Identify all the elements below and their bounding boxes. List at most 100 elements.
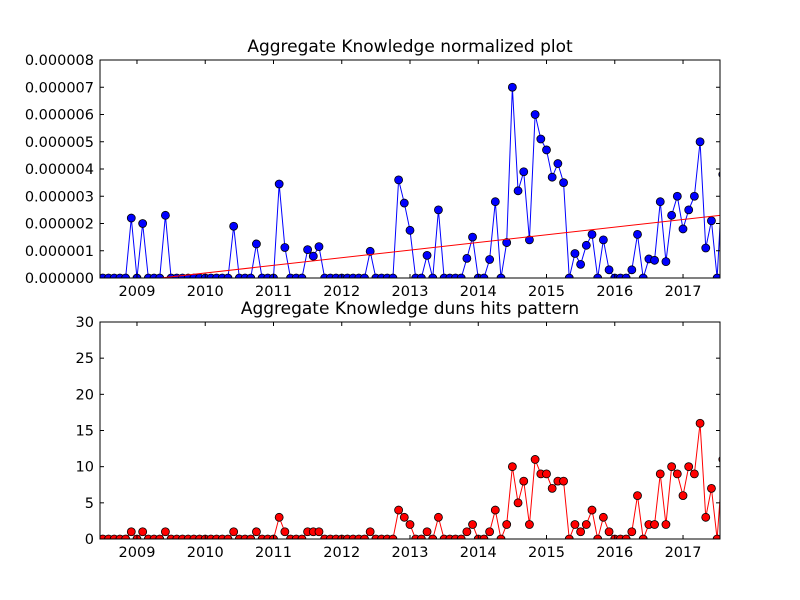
bottom-data-point [399,512,409,522]
top-data-point [695,137,705,147]
bottom-data-point [468,520,477,529]
top-x-tick-label: 2015 [528,284,565,300]
top-chart-title: Aggregate Knowledge normalized plot [247,37,573,57]
top-data-point [121,273,130,278]
top-data-point [707,216,716,226]
bottom-x-tick-label: 2017 [665,545,702,561]
bottom-data-point [462,527,472,537]
bottom-data-point [416,534,426,539]
top-data-point [689,191,699,201]
top-data-point [530,110,540,119]
top-data-point [712,273,720,278]
top-data-point [365,246,375,256]
bottom-data-point [246,534,256,539]
top-data-point [252,239,261,249]
top-data-point [604,265,614,275]
bottom-data-point [593,534,603,539]
top-data-point [507,82,517,92]
top-chart: Aggregate Knowledge normalized plot 0.00… [25,37,733,300]
top-data-point [479,273,489,278]
top-y-tick-label: 0.000005 [25,135,94,151]
top-y-tick-label: 0.000004 [25,162,94,178]
bottom-data-point [507,462,517,472]
bottom-data-point [155,534,165,539]
bottom-chart-title: Aggregate Knowledge duns hits pattern [241,299,579,319]
bottom-x-tick-label: 2016 [596,545,633,561]
bottom-data-point [519,476,529,486]
bottom-data-point [633,491,642,501]
bottom-data-point [712,534,720,539]
top-x-tick-label: 2013 [392,284,429,300]
top-x-tick-label: 2016 [596,284,633,300]
bottom-data-point [161,527,170,537]
top-data-point [314,242,324,252]
top-data-point [155,273,165,278]
top-data-point [678,224,688,234]
top-y-tick-label: 0.000001 [25,244,94,260]
bottom-x-tick-label: 2011 [255,545,292,561]
bottom-data-point [229,527,239,537]
bottom-data-point [252,527,261,537]
bottom-data-point [621,534,631,539]
top-data-point [701,243,711,253]
top-data-point [542,145,551,155]
top-data-point [502,238,512,247]
bottom-data-point [434,512,443,522]
bottom-data-point [525,520,534,529]
bottom-x-tick-label: 2014 [460,545,497,561]
bottom-y-tick-label: 20 [76,387,94,403]
top-data-point [456,273,466,278]
bottom-data-point [655,469,665,479]
top-data-point [422,250,432,260]
top-data-point [496,273,506,278]
top-x-tick-label: 2017 [665,284,702,300]
top-data-point [297,273,307,278]
top-data-point [485,255,495,264]
top-data-point [598,235,608,245]
bottom-data-point [672,469,682,479]
bottom-data-point [576,527,586,537]
top-data-point [308,251,318,261]
bottom-x-tick-label: 2009 [119,545,156,561]
bottom-data-point [684,462,694,472]
top-data-point [138,219,148,228]
bottom-data-point [297,534,307,539]
top-y-tick-label: 0.000003 [25,189,94,205]
bottom-data-point [678,491,688,501]
bottom-y-tick-label: 10 [76,460,94,476]
bottom-data-point [730,506,738,514]
top-x-tick-label: 2011 [255,284,292,300]
bottom-data-point [456,534,466,539]
top-plot-frame [99,59,721,279]
bottom-data-point [695,418,705,428]
top-data-point [468,232,477,242]
top-y-tick-label: 0.000006 [25,108,94,124]
top-data-point [725,67,733,75]
bottom-data-point [547,483,557,493]
top-data-point [513,186,523,196]
bottom-data-point [570,520,580,529]
bottom-data-point [496,534,506,539]
bottom-y-tick-label: 0 [85,532,94,548]
top-data-point [667,210,677,220]
top-data-point [650,255,659,265]
bottom-data-point [581,520,591,529]
top-data-point [672,191,682,201]
bottom-data-point [490,505,500,515]
bottom-data-point [667,462,677,472]
top-data-point [559,178,568,188]
top-y-tick-label: 0.000007 [25,80,94,96]
top-data-point [229,221,239,231]
top-data-point [274,179,284,189]
top-data-point [576,259,586,269]
bottom-data-point [627,527,637,537]
top-data-point [553,159,563,168]
bottom-data-point [707,483,716,493]
top-data-point [161,210,170,220]
bottom-y-axis: 0 5 10 15 20 25 30 [76,315,720,548]
bottom-x-tick-label: 2010 [187,545,224,561]
bottom-data-point [559,476,568,486]
top-data-point [587,229,597,239]
bottom-data-point [485,527,495,537]
